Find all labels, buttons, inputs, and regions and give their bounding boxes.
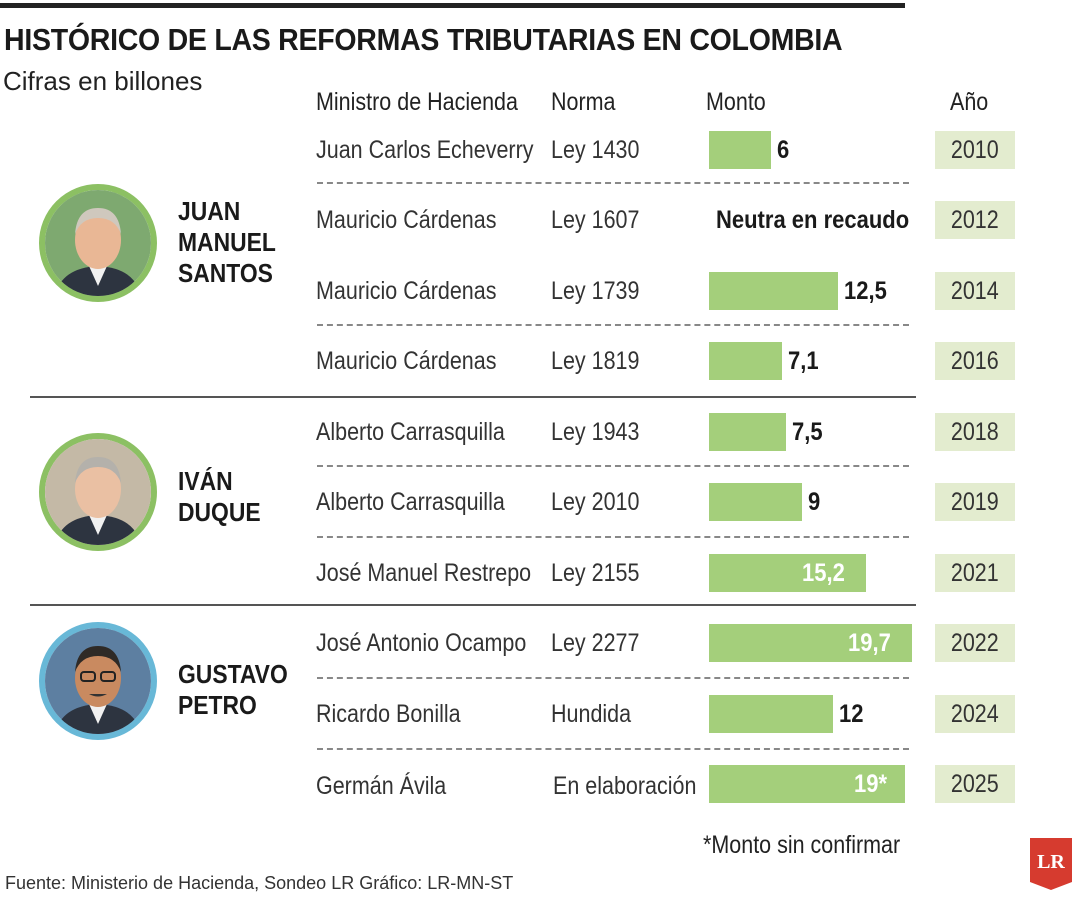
amount-label: 6 [777, 136, 790, 164]
year-cell: 2012 [935, 201, 1015, 239]
header-year: Año [950, 88, 989, 116]
header-monto: Monto [706, 88, 766, 116]
norma-label: Ley 2155 [551, 559, 640, 587]
norma-label: Hundida [551, 700, 632, 728]
amount-label: 9 [808, 488, 821, 516]
year-label: 2025 [951, 770, 999, 798]
row-separator [317, 324, 909, 326]
norma-label: Ley 2277 [551, 629, 640, 657]
year-label: 2019 [951, 488, 999, 516]
row-separator [317, 748, 909, 750]
year-label: 2012 [951, 206, 999, 234]
year-cell: 2021 [935, 554, 1015, 592]
minister-name: Germán Ávila [316, 772, 447, 800]
amount-label: 19,7 [848, 629, 891, 657]
amount-label: 19* [854, 770, 888, 798]
year-cell: 2018 [935, 413, 1015, 451]
row-separator [317, 465, 909, 467]
year-cell: 2014 [935, 272, 1015, 310]
amount-label: 15,2 [802, 559, 845, 587]
chart-title: HISTÓRICO DE LAS REFORMAS TRIBUTARIAS EN… [4, 22, 843, 57]
amount-bar [709, 765, 905, 803]
amount-label: Neutra en recaudo [716, 206, 910, 234]
president-name-line: MANUEL [178, 227, 276, 257]
source-credit: Fuente: Ministerio de Hacienda, Sondeo L… [5, 873, 514, 893]
president-name-line: DUQUE [178, 497, 261, 527]
lr-logo-icon: LR [1030, 838, 1072, 890]
year-cell: 2022 [935, 624, 1015, 662]
minister-name: Alberto Carrasquilla [316, 488, 505, 516]
year-label: 2018 [951, 418, 999, 446]
row-separator [317, 677, 909, 679]
norma-label: Ley 1607 [551, 206, 640, 234]
minister-name: José Manuel Restrepo [316, 559, 532, 587]
year-label: 2022 [951, 629, 999, 657]
top-rule [0, 3, 905, 8]
year-label: 2014 [951, 277, 999, 305]
president-name-line: PETRO [178, 690, 257, 720]
norma-label: Ley 2010 [551, 488, 640, 516]
amount-label: 7,1 [788, 347, 819, 375]
section-divider [30, 396, 916, 398]
minister-name: José Antonio Ocampo [316, 629, 527, 657]
year-cell: 2024 [935, 695, 1015, 733]
norma-label: Ley 1943 [551, 418, 640, 446]
portrait-santos-icon [39, 184, 157, 302]
amount-bar [709, 272, 838, 310]
amount-label: 7,5 [792, 418, 823, 446]
header-minister: Ministro de Hacienda [316, 88, 518, 116]
amount-bar [709, 695, 833, 733]
amount-bar [709, 624, 912, 662]
portrait-petro-icon [39, 622, 157, 740]
year-label: 2024 [951, 700, 999, 728]
portrait-duque-icon [39, 433, 157, 551]
norma-label: Ley 1819 [551, 347, 640, 375]
amount-label: 12 [839, 700, 864, 728]
year-cell: 2019 [935, 483, 1015, 521]
logo-text: LR [1037, 851, 1065, 873]
minister-name: Mauricio Cárdenas [316, 206, 497, 234]
minister-name: Ricardo Bonilla [316, 700, 461, 728]
amount-bar [709, 554, 866, 592]
norma-label: En elaboración [553, 772, 697, 800]
footnote: *Monto sin confirmar [703, 831, 901, 859]
minister-name: Alberto Carrasquilla [316, 418, 505, 446]
year-cell: 2010 [935, 131, 1015, 169]
president-name-line: JUAN [178, 196, 241, 226]
year-label: 2021 [951, 559, 999, 587]
minister-name: Juan Carlos Echeverry [316, 136, 534, 164]
minister-name: Mauricio Cárdenas [316, 347, 497, 375]
amount-bar [709, 342, 782, 380]
amount-bar [709, 131, 771, 169]
president-name-line: GUSTAVO [178, 659, 288, 689]
header-norma: Norma [551, 88, 616, 116]
chart-subtitle: Cifras en billones [3, 66, 203, 96]
year-cell: 2025 [935, 765, 1015, 803]
row-separator [317, 536, 909, 538]
year-label: 2010 [951, 136, 999, 164]
amount-bar [709, 413, 786, 451]
norma-label: Ley 1739 [551, 277, 640, 305]
norma-label: Ley 1430 [551, 136, 640, 164]
year-cell: 2016 [935, 342, 1015, 380]
president-name-line: IVÁN [178, 466, 233, 496]
row-separator [317, 182, 909, 184]
amount-bar [709, 483, 802, 521]
section-divider [30, 604, 916, 606]
year-label: 2016 [951, 347, 999, 375]
amount-label: 12,5 [844, 277, 887, 305]
president-name-line: SANTOS [178, 258, 273, 288]
minister-name: Mauricio Cárdenas [316, 277, 497, 305]
